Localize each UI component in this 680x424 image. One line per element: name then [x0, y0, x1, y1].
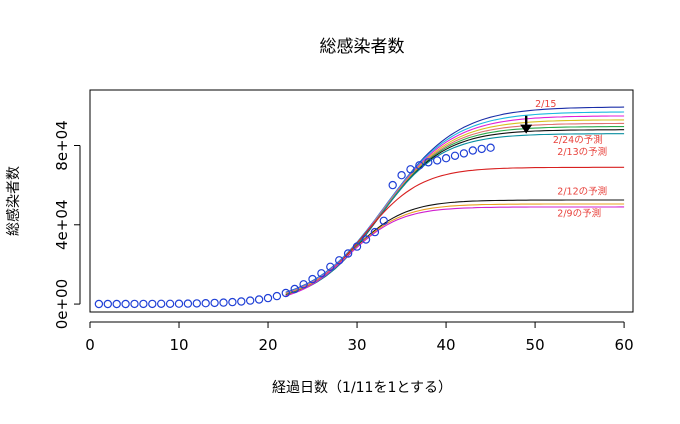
observed-point: [397, 170, 406, 180]
annotation-1: 2/24の予測: [553, 134, 603, 146]
x-tick-label: 50: [526, 336, 545, 354]
x-axis: 0 10 20 30 40 50 60: [85, 321, 634, 354]
observed-point: [326, 262, 335, 271]
observed-point: [174, 299, 184, 308]
observed-point: [317, 269, 326, 278]
annotation-3: 2/12の予測: [557, 186, 607, 198]
observed-point: [308, 274, 317, 284]
observed-point: [165, 299, 175, 308]
observed-point: [361, 235, 371, 244]
observed-point: [335, 256, 344, 265]
observed-point: [415, 161, 424, 170]
observed-point: [254, 295, 264, 304]
observed-point: [245, 296, 255, 305]
observed-point: [201, 299, 210, 308]
y-axis: 0e+00 4e+04 8e+04: [53, 120, 81, 329]
y-tick-label: 8e+04: [53, 120, 71, 170]
arrow-head: [520, 124, 533, 134]
observed-points: [94, 143, 495, 309]
observed-point: [379, 216, 388, 225]
observed-point: [433, 156, 442, 165]
plot-frame: [89, 89, 634, 313]
observed-point: [139, 299, 148, 309]
annotation-2: 2/13の予測: [557, 146, 607, 158]
chart-title: 総感染者数: [320, 37, 405, 57]
observed-point: [210, 298, 219, 308]
observed-point: [148, 299, 157, 309]
observed-point: [94, 299, 104, 309]
observed-point: [450, 151, 460, 160]
observed-point: [477, 144, 486, 154]
annotation-4: 2/9の予測: [557, 207, 601, 219]
observed-point: [388, 180, 397, 190]
series-line-11: [285, 206, 625, 297]
x-tick-label: 10: [169, 336, 188, 354]
y-tick-label: 4e+04: [53, 200, 71, 250]
observed-point: [406, 165, 415, 174]
observed-point: [219, 298, 228, 307]
x-tick-label: 0: [85, 336, 95, 354]
x-tick-label: 30: [348, 336, 367, 354]
y-axis-label: 総感染者数: [5, 166, 22, 236]
observed-point: [299, 280, 308, 289]
observed-point: [156, 299, 166, 308]
observed-point: [424, 158, 433, 167]
observed-point: [121, 299, 130, 309]
observed-point: [183, 299, 193, 308]
y-tick-label: 0e+00: [53, 279, 71, 329]
annotation-0: 2/15: [535, 99, 556, 110]
observed-point: [441, 153, 451, 163]
observed-point: [486, 143, 495, 152]
observed-point: [263, 293, 273, 303]
observed-point: [281, 288, 290, 298]
observed-point: [237, 297, 246, 306]
observed-point: [459, 149, 469, 158]
observed-point: [192, 299, 201, 308]
x-tick-label: 20: [258, 336, 277, 354]
observed-point: [130, 299, 139, 309]
x-tick-label: 60: [615, 336, 634, 354]
observed-point: [103, 299, 113, 309]
observed-point: [352, 242, 362, 251]
observed-point: [343, 249, 353, 258]
observed-point: [272, 291, 282, 301]
observed-point: [112, 299, 121, 309]
observed-point: [228, 297, 237, 307]
observed-point: [290, 284, 299, 294]
x-tick-label: 40: [437, 336, 456, 354]
observed-point: [370, 227, 380, 237]
observed-point: [468, 146, 477, 155]
x-axis-label: 経過日数（1/11を1とする）: [272, 380, 452, 396]
